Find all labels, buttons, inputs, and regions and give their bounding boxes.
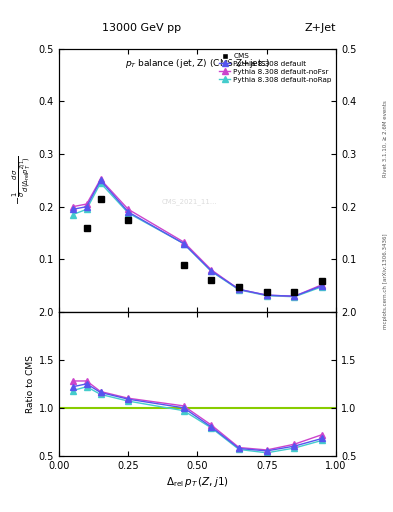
X-axis label: $\Delta_{\rm rel}\,p_T\,(Z,j1)$: $\Delta_{\rm rel}\,p_T\,(Z,j1)$ <box>166 475 229 489</box>
Text: Rivet 3.1.10, ≥ 2.6M events: Rivet 3.1.10, ≥ 2.6M events <box>383 100 388 177</box>
Text: $p_T$ balance (jet, Z) (CMS Z+jets): $p_T$ balance (jet, Z) (CMS Z+jets) <box>125 56 270 70</box>
Y-axis label: $-\frac{1}{\sigma}\frac{d\sigma}{d(\Delta_{\rm rel}p_T^{Zj1})}$: $-\frac{1}{\sigma}\frac{d\sigma}{d(\Delt… <box>11 156 33 205</box>
Text: mcplots.cern.ch [arXiv:1306.3436]: mcplots.cern.ch [arXiv:1306.3436] <box>383 234 388 329</box>
Y-axis label: Ratio to CMS: Ratio to CMS <box>26 355 35 413</box>
Text: Z+Jet: Z+Jet <box>305 23 336 33</box>
Text: CMS_2021_11...: CMS_2021_11... <box>162 198 217 205</box>
Legend: CMS, Pythia 8.308 default, Pythia 8.308 default-noFsr, Pythia 8.308 default-noRa: CMS, Pythia 8.308 default, Pythia 8.308 … <box>217 51 334 85</box>
Text: 13000 GeV pp: 13000 GeV pp <box>102 23 181 33</box>
